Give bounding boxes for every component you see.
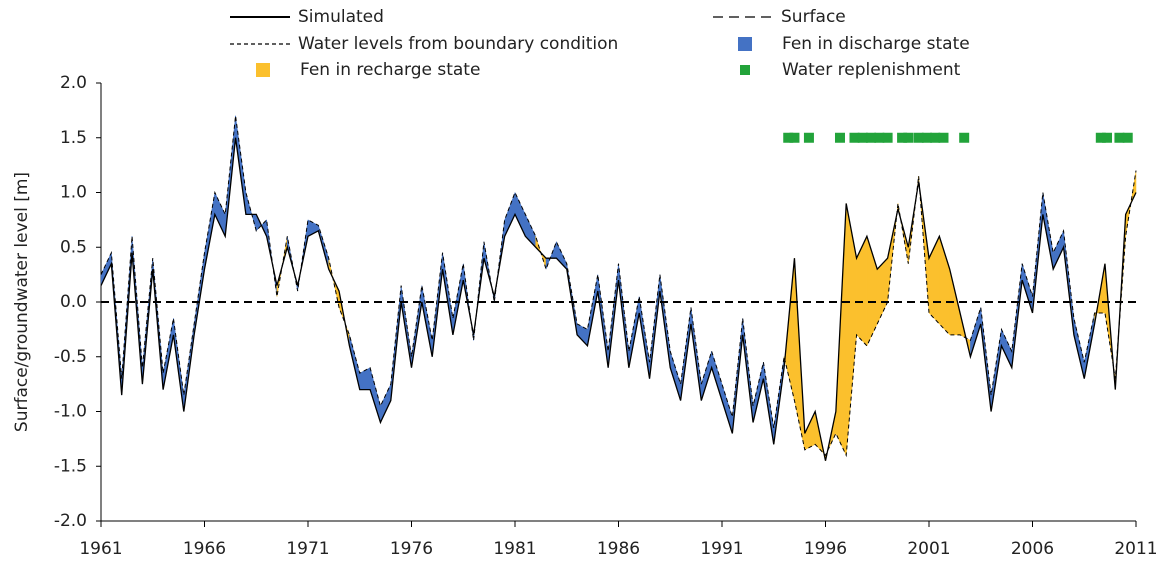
- replenishment-point: [938, 132, 949, 143]
- y-tick-label: -2.0: [54, 511, 87, 531]
- fen-state-area: [214, 192, 226, 237]
- x-tick-label: 1996: [804, 539, 847, 559]
- fen-state-area: [856, 236, 868, 347]
- replenishment-point: [959, 132, 970, 143]
- y-tick-label: 0.0: [60, 292, 87, 312]
- series-line: [100, 137, 1137, 461]
- x-tick-label: 1976: [390, 539, 433, 559]
- replenishment-point: [849, 132, 860, 143]
- replenishment-point: [903, 132, 914, 143]
- replenishment-point: [874, 132, 885, 143]
- legend-swatch: [738, 37, 752, 51]
- y-tick-label: 1.5: [60, 128, 87, 148]
- x-tick-label: 2011: [1114, 539, 1157, 559]
- fen-state-area: [845, 203, 857, 456]
- replenishment-point: [1122, 132, 1133, 143]
- replenishment-point: [857, 132, 868, 143]
- replenishment-point: [897, 132, 908, 143]
- replenishment-point: [789, 132, 800, 143]
- y-tick-label: 0.5: [60, 237, 87, 257]
- fen-state-area: [100, 252, 112, 286]
- y-tick-label: -0.5: [54, 347, 87, 367]
- legend-swatch: [740, 65, 750, 75]
- legend-label: Simulated: [298, 7, 384, 27]
- replenishment-point: [930, 132, 941, 143]
- replenishment-point: [834, 132, 845, 143]
- fen-state-area: [1021, 263, 1033, 314]
- replenishment-point: [803, 132, 814, 143]
- legend-label: Fen in recharge state: [300, 60, 480, 80]
- y-tick-label: -1.0: [54, 402, 87, 422]
- y-axis-label: Surface/groundwater level [m]: [12, 172, 32, 432]
- legend-swatch: [256, 63, 270, 77]
- replenishment-point: [783, 132, 794, 143]
- fen-state-area: [670, 351, 681, 401]
- x-tick-label: 2001: [907, 539, 950, 559]
- x-tick-label: 1981: [493, 539, 536, 559]
- legend-label: Water levels from boundary condition: [298, 34, 618, 54]
- x-tick-label: 1986: [597, 539, 640, 559]
- fen-state-area: [701, 351, 712, 401]
- x-tick-label: 2006: [1011, 539, 1054, 559]
- replenishment-point: [921, 132, 932, 143]
- fen-state-area: [576, 323, 588, 347]
- series-line: [100, 115, 1137, 458]
- replenishment-point: [1095, 132, 1106, 143]
- legend-label: Fen in discharge state: [782, 34, 970, 54]
- replenishment-point: [866, 132, 877, 143]
- replenishment-point: [882, 132, 893, 143]
- legend-label: Water replenishment: [782, 60, 961, 80]
- y-tick-label: 2.0: [60, 73, 87, 93]
- x-tick-label: 1961: [79, 539, 122, 559]
- fen-state-area: [970, 307, 981, 357]
- fen-state-area: [721, 384, 733, 434]
- fen-state-area: [928, 236, 940, 325]
- replenishment-point: [1114, 132, 1125, 143]
- fen-state-area: [711, 351, 723, 401]
- fen-state-area: [245, 192, 257, 231]
- replenishment-point: [913, 132, 924, 143]
- legend-label: Surface: [781, 7, 846, 27]
- x-tick-label: 1991: [700, 539, 743, 559]
- y-tick-label: -1.5: [54, 456, 87, 476]
- x-tick-label: 1966: [183, 539, 226, 559]
- fen-state-area: [514, 192, 526, 237]
- y-tick-label: 1.0: [60, 183, 87, 203]
- replenishment-point: [1102, 132, 1113, 143]
- x-tick-label: 1971: [286, 539, 329, 559]
